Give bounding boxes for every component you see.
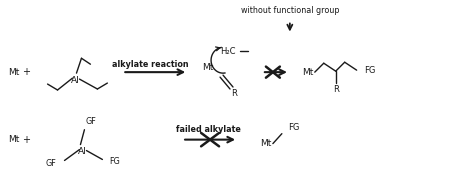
Text: Al: Al: [71, 76, 80, 85]
Text: Mt: Mt: [202, 63, 214, 72]
Text: FG: FG: [109, 157, 120, 166]
Text: Mt: Mt: [8, 135, 19, 144]
Text: FG: FG: [288, 123, 299, 132]
Text: Mt: Mt: [260, 139, 271, 148]
Text: alkylate reaction: alkylate reaction: [112, 60, 189, 69]
Text: R: R: [333, 84, 338, 94]
Text: Mt: Mt: [302, 68, 313, 77]
Text: +: +: [22, 67, 30, 77]
Text: Mt: Mt: [8, 68, 19, 77]
Text: without functional group: without functional group: [241, 6, 339, 15]
Text: failed alkylate: failed alkylate: [176, 125, 240, 134]
Text: GF: GF: [85, 117, 96, 126]
Text: R: R: [231, 90, 237, 98]
Text: FG: FG: [364, 66, 375, 75]
Text: GF: GF: [46, 159, 56, 168]
Text: +: +: [22, 135, 30, 145]
Text: Al: Al: [78, 147, 87, 156]
Text: H₂C: H₂C: [220, 47, 236, 56]
